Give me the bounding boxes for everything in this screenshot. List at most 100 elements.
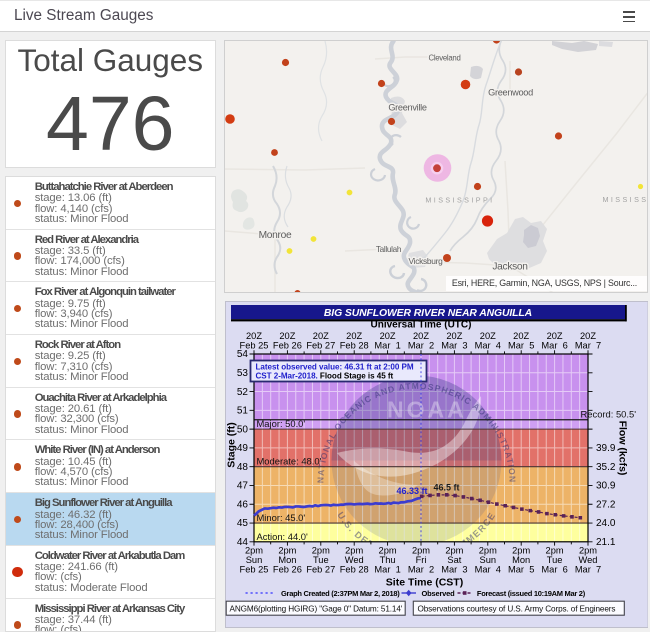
svg-text:46.33 ft: 46.33 ft — [396, 486, 427, 496]
svg-text:27.2: 27.2 — [596, 499, 616, 510]
svg-text:50: 50 — [236, 424, 248, 435]
svg-text:Observations courtesy of U.S.: Observations courtesy of U.S. Army Corps… — [417, 604, 615, 613]
svg-text:Mar 7: Mar 7 — [574, 340, 600, 350]
svg-text:Tallulah: Tallulah — [375, 245, 401, 254]
svg-text:MISSISS: MISSISS — [602, 195, 648, 204]
svg-text:Mar 4: Mar 4 — [474, 340, 500, 350]
svg-text:Mar 3: Mar 3 — [441, 340, 467, 350]
svg-text:20Z: 20Z — [279, 331, 295, 341]
svg-text:20Z: 20Z — [513, 331, 529, 341]
svg-text:48: 48 — [236, 461, 248, 472]
svg-text:2pm: 2pm — [378, 545, 396, 555]
svg-text:Mon: Mon — [512, 555, 530, 565]
svg-text:Sun: Sun — [245, 555, 262, 565]
svg-text:2pm: 2pm — [545, 545, 563, 555]
svg-text:30.9: 30.9 — [596, 480, 616, 491]
svg-text:52: 52 — [236, 386, 248, 397]
svg-text:Site Time (CST): Site Time (CST) — [385, 576, 462, 588]
svg-text:Tue: Tue — [546, 555, 562, 565]
svg-text:2pm: 2pm — [512, 545, 530, 555]
svg-text:54: 54 — [236, 349, 248, 360]
svg-text:35.2: 35.2 — [596, 461, 616, 472]
svg-text:44: 44 — [236, 537, 248, 548]
svg-text:Mon: Mon — [278, 555, 296, 565]
svg-text:2pm: 2pm — [445, 545, 463, 555]
svg-text:Greenwood: Greenwood — [488, 87, 533, 97]
svg-text:Observed: Observed — [421, 589, 455, 598]
svg-text:Feb 27: Feb 27 — [306, 340, 335, 350]
svg-text:Mar 2: Mar 2 — [407, 564, 433, 574]
svg-text:Mar 7: Mar 7 — [574, 564, 600, 574]
svg-text:24.0: 24.0 — [596, 518, 616, 529]
svg-text:Feb 25: Feb 25 — [239, 564, 268, 574]
svg-text:20Z: 20Z — [479, 331, 495, 341]
svg-text:Mar 6: Mar 6 — [541, 564, 567, 574]
svg-text:Tue: Tue — [312, 555, 328, 565]
svg-text:46.5 ft: 46.5 ft — [433, 482, 459, 492]
svg-text:2pm: 2pm — [311, 545, 329, 555]
svg-text:2pm: 2pm — [345, 545, 363, 555]
svg-text:Mar 6: Mar 6 — [541, 340, 567, 350]
svg-text:2pm: 2pm — [578, 545, 596, 555]
svg-text:Feb 28: Feb 28 — [339, 564, 368, 574]
svg-text:Fri: Fri — [415, 555, 426, 565]
svg-text:Mar 4: Mar 4 — [474, 564, 500, 574]
svg-text:Record: 50.5': Record: 50.5' — [580, 408, 636, 419]
svg-text:Wed: Wed — [578, 555, 597, 565]
svg-text:Action: 44.0': Action: 44.0' — [256, 530, 308, 541]
svg-text:MISSISSIPPI: MISSISSIPPI — [425, 195, 494, 204]
svg-text:Universal Time (UTC): Universal Time (UTC) — [370, 319, 471, 330]
svg-text:Latest observed value: 46.31: Latest observed value: 46.31 ft at 2:00 … — [255, 362, 413, 371]
svg-text:Feb 26: Feb 26 — [272, 564, 301, 574]
svg-text:20Z: 20Z — [446, 331, 462, 341]
svg-text:49: 49 — [236, 443, 248, 454]
svg-text:Mar 3: Mar 3 — [441, 564, 467, 574]
svg-text:Feb 26: Feb 26 — [272, 340, 301, 350]
svg-text:20Z: 20Z — [346, 331, 362, 341]
svg-text:2pm: 2pm — [278, 545, 296, 555]
svg-text:46: 46 — [236, 499, 248, 510]
svg-text:20Z: 20Z — [245, 331, 261, 341]
svg-text:NOAA: NOAA — [387, 396, 467, 422]
svg-text:Feb 25: Feb 25 — [239, 340, 268, 350]
svg-text:45: 45 — [236, 518, 248, 529]
svg-text:ANGM6(plotting HGIRG) "Gage 0": ANGM6(plotting HGIRG) "Gage 0" Datum: 51… — [229, 604, 402, 613]
svg-text:39.9: 39.9 — [596, 443, 616, 454]
svg-text:Minor: 45.0': Minor: 45.0' — [256, 512, 305, 523]
svg-text:20Z: 20Z — [379, 331, 395, 341]
svg-text:21.1: 21.1 — [596, 537, 616, 548]
svg-text:Major: 50.0': Major: 50.0' — [256, 418, 305, 429]
svg-text:Sat: Sat — [447, 555, 461, 565]
svg-text:Graph Created (2:37PM Mar 2, 2: Graph Created (2:37PM Mar 2, 2018) — [281, 589, 400, 598]
svg-text:Stage (ft): Stage (ft) — [225, 422, 237, 468]
svg-text:20Z: 20Z — [412, 331, 428, 341]
svg-text:2pm: 2pm — [411, 545, 429, 555]
svg-text:Greenville: Greenville — [388, 102, 427, 112]
svg-text:Mar 1: Mar 1 — [374, 564, 400, 574]
svg-text:Flow (kcfs): Flow (kcfs) — [616, 420, 628, 475]
svg-text:Forecast (issued 10:19AM Mar 2: Forecast (issued 10:19AM Mar 2) — [476, 589, 585, 598]
svg-text:20Z: 20Z — [312, 331, 328, 341]
svg-text:Jackson: Jackson — [492, 261, 527, 272]
svg-text:Thu: Thu — [379, 555, 395, 565]
svg-text:Cleveland: Cleveland — [428, 53, 460, 62]
svg-text:Monroe: Monroe — [258, 230, 291, 241]
svg-text:Feb 27: Feb 27 — [306, 564, 335, 574]
svg-text:Vicksburg: Vicksburg — [408, 256, 443, 266]
svg-text:20Z: 20Z — [579, 331, 595, 341]
svg-text:Wed: Wed — [344, 555, 363, 565]
svg-text:CST 2-Mar-2018. Flood Stage i: CST 2-Mar-2018. Flood Stage is 45 ft — [255, 371, 393, 380]
svg-text:51: 51 — [236, 405, 248, 416]
svg-text:Mar 5: Mar 5 — [508, 564, 534, 574]
svg-text:20Z: 20Z — [546, 331, 562, 341]
svg-text:Moderate: 48.0': Moderate: 48.0' — [256, 455, 321, 466]
svg-text:53: 53 — [236, 367, 248, 378]
svg-text:47: 47 — [236, 480, 248, 491]
svg-text:2pm: 2pm — [478, 545, 496, 555]
svg-text:Sun: Sun — [479, 555, 496, 565]
svg-text:Feb 28: Feb 28 — [339, 340, 368, 350]
svg-text:BIG SUNFLOWER RIVER NEAR ANGUI: BIG SUNFLOWER RIVER NEAR ANGUILLA — [323, 308, 531, 319]
svg-text:2pm: 2pm — [244, 545, 262, 555]
svg-text:Mar 2: Mar 2 — [407, 340, 433, 350]
svg-text:Mar 5: Mar 5 — [508, 340, 534, 350]
